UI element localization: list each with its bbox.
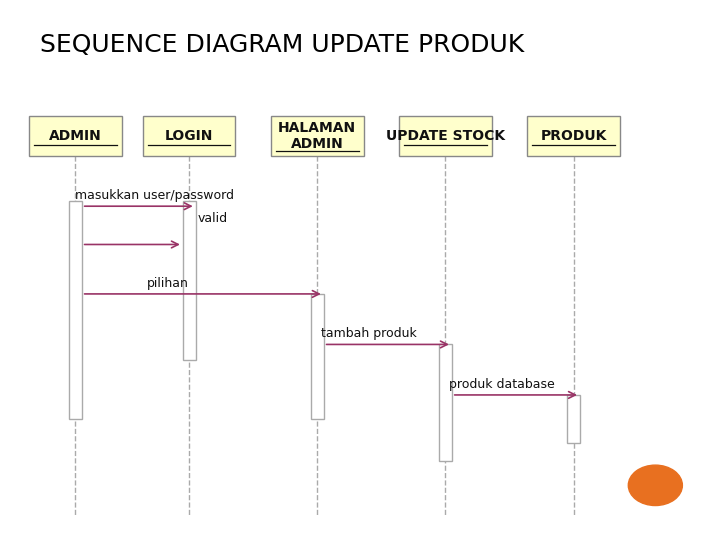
Text: produk database: produk database — [449, 377, 554, 390]
Text: SEQUENCE DIAGRAM UPDATE PRODUK: SEQUENCE DIAGRAM UPDATE PRODUK — [40, 33, 524, 57]
Text: HALAMAN
ADMIN: HALAMAN ADMIN — [278, 120, 356, 151]
Text: ADMIN: ADMIN — [49, 129, 102, 143]
Bar — [439, 345, 452, 461]
Bar — [69, 201, 82, 419]
Bar — [399, 116, 492, 156]
Text: pilihan: pilihan — [146, 276, 189, 289]
Text: UPDATE STOCK: UPDATE STOCK — [386, 129, 505, 143]
Text: LOGIN: LOGIN — [165, 129, 213, 143]
Bar — [311, 294, 324, 419]
Circle shape — [629, 465, 683, 505]
Bar — [527, 116, 620, 156]
Text: valid: valid — [198, 212, 228, 225]
Bar — [271, 116, 364, 156]
Bar — [183, 201, 196, 360]
Text: masukkan user/password: masukkan user/password — [76, 189, 234, 202]
Bar — [143, 116, 235, 156]
Text: PRODUK: PRODUK — [540, 129, 607, 143]
Text: tambah produk: tambah produk — [321, 327, 417, 340]
Bar — [567, 395, 580, 443]
Bar — [29, 116, 122, 156]
